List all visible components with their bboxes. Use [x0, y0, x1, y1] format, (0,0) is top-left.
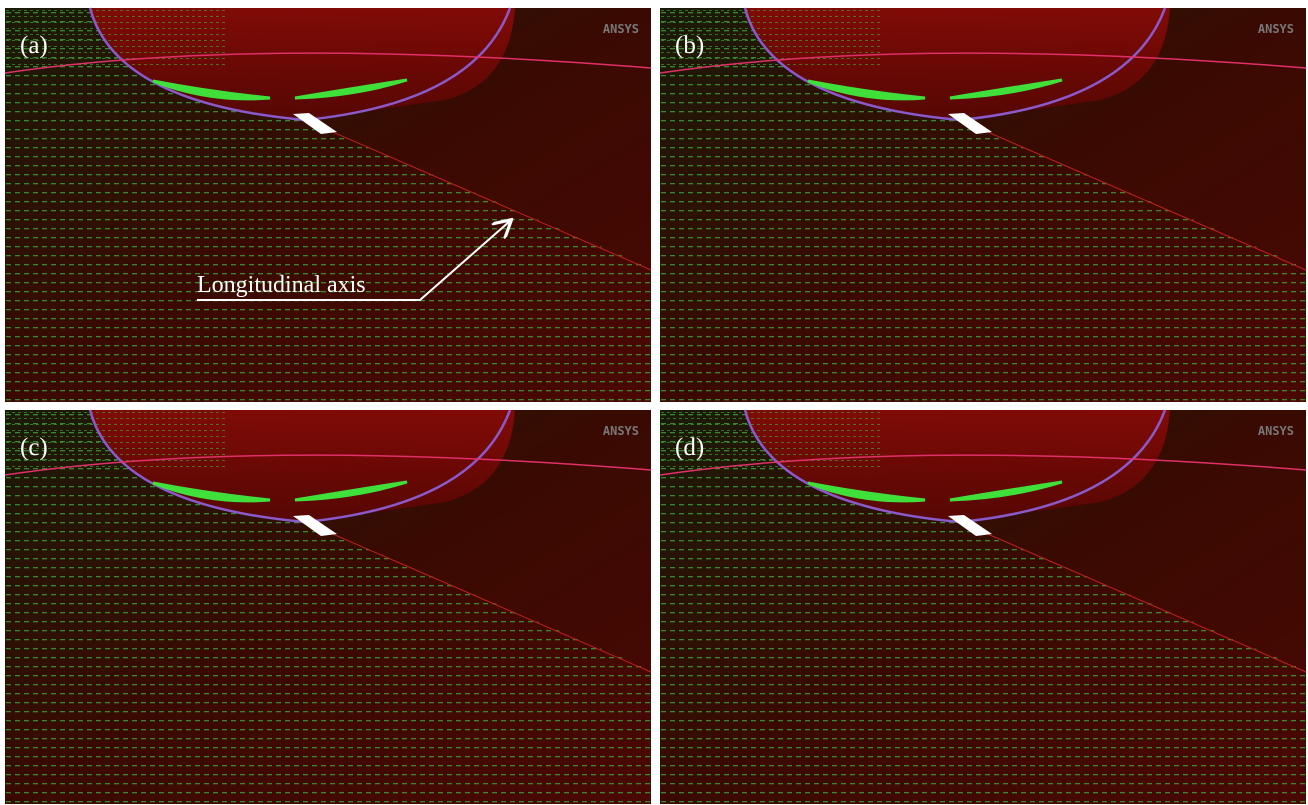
- logo: ANSYS: [603, 424, 639, 438]
- panel: (d) ANSYS: [660, 410, 1306, 804]
- panel-label: (d): [675, 434, 704, 461]
- logo: ANSYS: [1258, 22, 1294, 36]
- panel: (b) ANSYS: [660, 8, 1306, 402]
- panels: (a) ANSYS (b) ANSYS (c) ANSYS: [5, 8, 1306, 804]
- figure: (a) ANSYS (b) ANSYS (c) ANSYS: [0, 0, 1308, 805]
- panel: (a) ANSYS: [5, 8, 651, 402]
- logo: ANSYS: [1258, 424, 1294, 438]
- annotation-text: Longitudinal axis: [197, 272, 366, 298]
- panel-label: (a): [20, 32, 48, 59]
- panel-label: (c): [20, 434, 48, 461]
- panel: (c) ANSYS: [5, 410, 651, 804]
- panel-label: (b): [675, 32, 704, 59]
- logo: ANSYS: [603, 22, 639, 36]
